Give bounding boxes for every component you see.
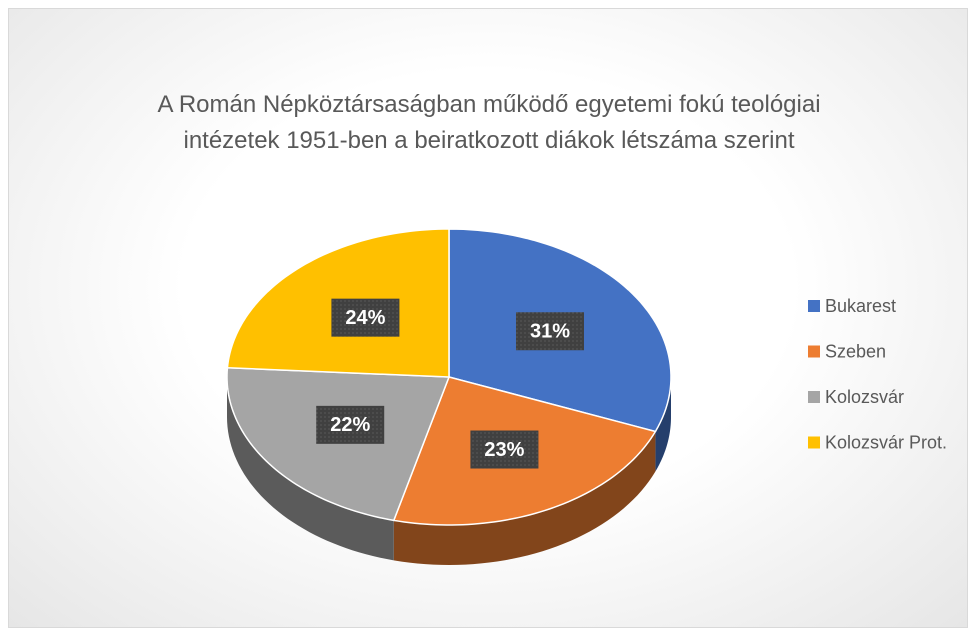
legend-label: Kolozsvár Prot.	[825, 432, 947, 452]
data-label-box	[515, 312, 584, 351]
data-label: 22%	[330, 414, 370, 436]
data-label-box	[470, 430, 539, 469]
legend-label: Kolozsvár	[825, 387, 904, 407]
legend-label: Szeben	[825, 341, 886, 361]
data-label-box	[316, 405, 385, 444]
slice-side	[655, 377, 671, 472]
slice-side	[227, 377, 394, 561]
slice-side	[393, 431, 656, 565]
data-label: 23%	[484, 439, 524, 461]
legend-label: Bukarest	[825, 296, 896, 316]
legend-swatch	[808, 345, 820, 358]
data-label: 24%	[345, 307, 385, 329]
legend-swatch	[808, 300, 820, 312]
data-label: 31%	[530, 321, 570, 343]
chart-title: A Román Népköztársaságban működő egyetem…	[157, 91, 821, 154]
slice	[226, 366, 451, 522]
legend-swatch	[808, 436, 820, 449]
data-label-box	[331, 298, 400, 337]
legend-swatch	[808, 391, 820, 403]
